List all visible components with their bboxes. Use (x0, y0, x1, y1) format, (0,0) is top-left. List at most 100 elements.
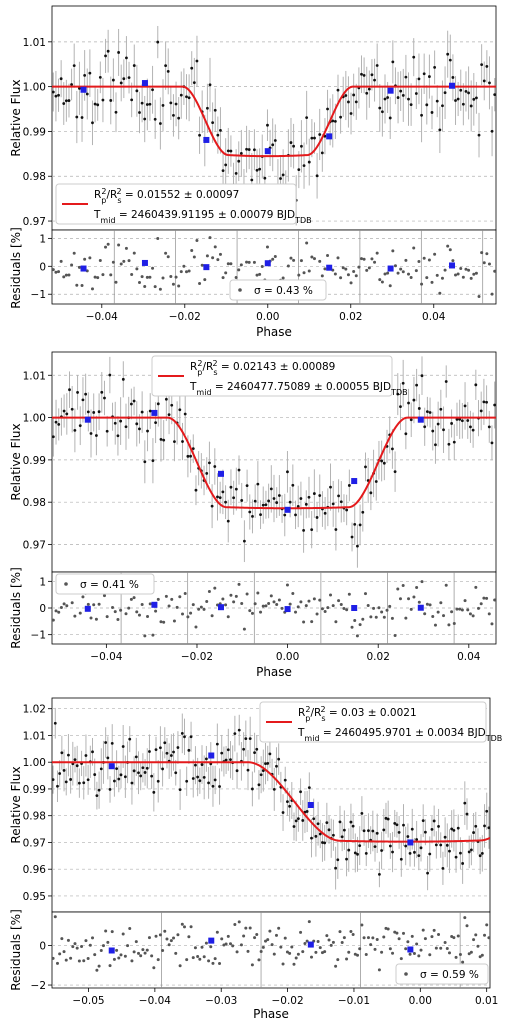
residual-point (164, 594, 168, 598)
residual-point (401, 270, 405, 274)
legend-3: Rp2/Rs2 = 0.03 ± 0.0021 Tmid = 2460495.9… (259, 701, 502, 743)
residual-point (362, 936, 366, 940)
residual-point (430, 935, 434, 939)
flux-point (186, 454, 190, 458)
flux-point (439, 843, 443, 847)
flux-point (307, 495, 311, 499)
residual-point (485, 596, 489, 600)
flux-point (431, 429, 435, 433)
residual-point (55, 961, 59, 965)
flux-point (67, 753, 70, 757)
residual-point (297, 273, 301, 277)
model-curve (52, 761, 490, 843)
binned-point (284, 506, 291, 513)
flux-point (443, 835, 447, 839)
flux-point (313, 136, 316, 140)
residual-point (454, 955, 458, 959)
flux-point (233, 732, 237, 736)
flux-point (116, 434, 120, 438)
residual-tick-label: −1 (31, 289, 46, 301)
flux-point (229, 149, 233, 153)
residual-point (272, 952, 276, 956)
residual-point (490, 622, 494, 626)
flux-point (235, 769, 239, 773)
flux-point (101, 98, 105, 102)
flux-point (419, 846, 423, 850)
flux-point (122, 77, 126, 81)
binned-point (407, 839, 414, 846)
flux-point (255, 168, 259, 172)
residual-point (65, 604, 69, 608)
flux-point (77, 781, 81, 785)
residual-point (161, 949, 165, 953)
binned-point (108, 763, 115, 770)
residual-point (366, 604, 370, 608)
residual-point (349, 930, 353, 934)
binned-residual (387, 265, 394, 272)
x-tick-label: −0.04 (139, 995, 171, 1007)
flux-point (378, 106, 382, 110)
residual-point (480, 953, 484, 957)
x-tick-label: 0.01 (475, 995, 498, 1007)
flux-point (165, 751, 169, 755)
residual-point (211, 256, 215, 260)
flux-point (448, 58, 452, 62)
flux-point (52, 435, 55, 439)
flux-point (316, 822, 320, 826)
residual-point (185, 270, 189, 274)
flux-point (161, 104, 165, 107)
flux-point (85, 92, 89, 96)
flux-point (119, 81, 123, 85)
residual-point (226, 262, 230, 266)
residual-point (382, 615, 386, 619)
legend-2: Rp2/Rs2 = 0.02143 ± 0.00089 Tmid = 24604… (151, 355, 408, 397)
flux-point (399, 405, 402, 409)
residual-point (180, 922, 184, 926)
flux-point (487, 425, 491, 429)
residual-point (109, 273, 113, 277)
flux-point (108, 788, 112, 791)
flux-point (339, 500, 343, 504)
residual-point (345, 608, 349, 612)
flux-point (62, 409, 66, 413)
residual-point (323, 609, 327, 613)
flux-point (253, 148, 256, 152)
flux-point (296, 505, 300, 508)
flux-point (73, 428, 77, 432)
residual-point (320, 274, 324, 278)
residual-point (73, 942, 77, 946)
flux-point (296, 817, 300, 821)
flux-point (183, 412, 187, 416)
residual-point (117, 243, 121, 247)
residual-point (234, 594, 238, 598)
residual-point (478, 955, 482, 959)
flux-point (374, 480, 378, 483)
residual-point (80, 284, 84, 288)
residual-point (380, 610, 384, 614)
flux-ticks-2: 0.97 0.98 0.99 1.00 1.01 (23, 370, 52, 552)
residual-point (312, 597, 316, 601)
flux-point (391, 850, 394, 854)
residual-point (102, 594, 106, 598)
flux-point (202, 775, 206, 779)
residual-point (165, 937, 169, 941)
residual-point (62, 275, 66, 279)
residual-tick-label: 1 (39, 576, 46, 588)
residual-point (472, 272, 476, 276)
flux-point (434, 843, 438, 847)
flux-point (475, 96, 478, 100)
residual-point (375, 938, 379, 942)
flux-point (404, 75, 408, 79)
flux-point (140, 101, 144, 105)
residual-point (198, 281, 202, 285)
flux-point (272, 497, 276, 500)
residual-point (404, 947, 408, 951)
flux-tick-label: 0.97 (23, 216, 46, 228)
residual-point (294, 610, 298, 614)
residual-point (154, 934, 158, 938)
x-ticks-2: −0.04 −0.02 0.00 0.02 0.04 (90, 644, 481, 663)
flux-point (187, 748, 191, 752)
flux-point (111, 78, 115, 82)
binned-residual (80, 265, 87, 272)
flux-point (433, 65, 437, 69)
